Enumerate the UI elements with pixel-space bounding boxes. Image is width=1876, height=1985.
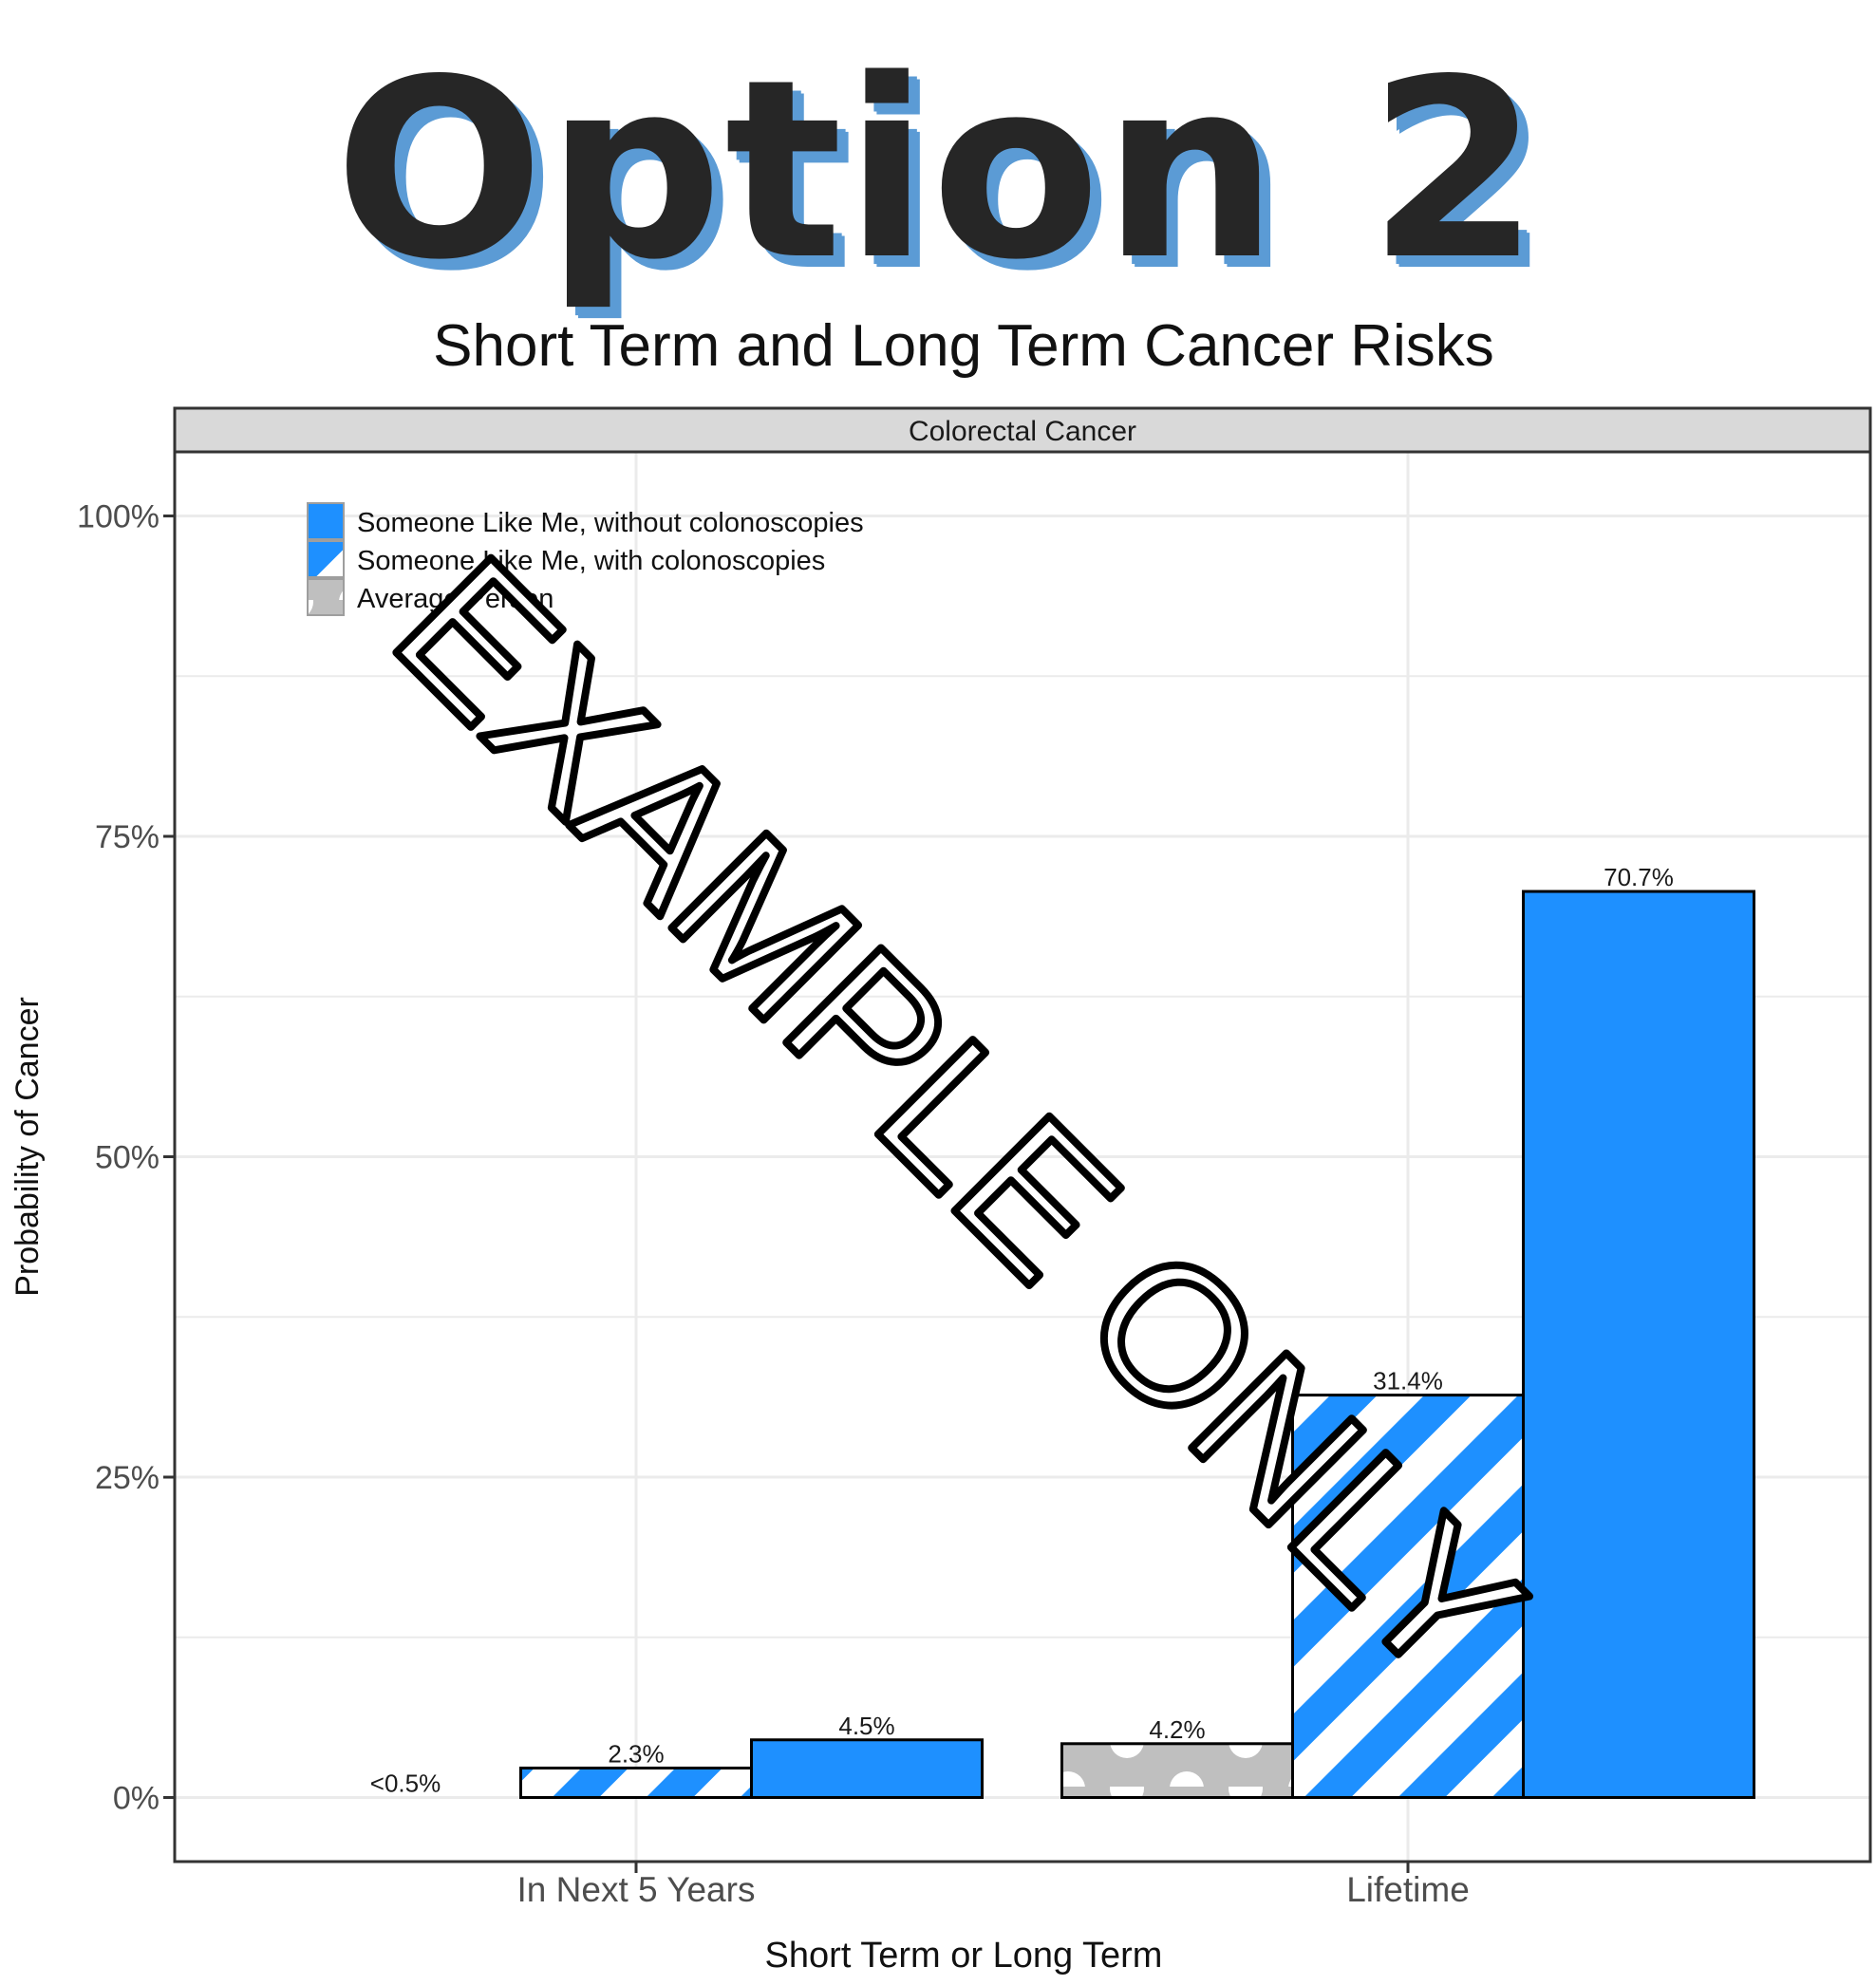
bar-value-label: 31.4% (1373, 1367, 1443, 1395)
legend-label: Someone Like Me, with colonoscopies (357, 546, 825, 576)
bar-stripes-0 (519, 1766, 753, 1799)
y-tick-label: 25% (95, 1460, 159, 1496)
bar-value-label: 70.7% (1604, 863, 1674, 891)
option-heading: Option 2 (330, 25, 1544, 317)
y-tick-label: 50% (95, 1140, 159, 1176)
x-tick-label: Lifetime (1346, 1870, 1470, 1909)
legend: Someone Like Me, without colonoscopies So… (307, 502, 864, 616)
chart-title: Short Term and Long Term Cancer Risks (433, 313, 1494, 379)
y-tick-label: 75% (95, 819, 159, 855)
bar-value-label: 4.5% (838, 1712, 894, 1740)
legend-key-solid (307, 502, 345, 540)
bar-solid-0 (750, 1738, 984, 1799)
bar-dots-1 (1060, 1742, 1294, 1800)
facet-label: Colorectal Cancer (909, 416, 1136, 447)
bars (519, 890, 1755, 1800)
y-axis-title: Probability of Cancer (9, 997, 46, 1297)
bar-value-label: <0.5% (370, 1770, 441, 1798)
legend-label: Average Person (357, 584, 553, 614)
bar-stripes-1 (1291, 1394, 1525, 1799)
bar-labels: <0.5% 4.2% 2.3% 31.4% 4.5% 70.7% (370, 863, 1674, 1797)
facet-strip (173, 406, 1872, 454)
bar-solid-1 (1522, 890, 1755, 1799)
x-tick-label: In Next 5 Years (517, 1870, 756, 1909)
x-axis: In Next 5 Years Lifetime (517, 1862, 1470, 1909)
bar-value-label: 4.2% (1149, 1715, 1205, 1744)
legend-label: Someone Like Me, without colonoscopies (357, 508, 864, 538)
y-tick-label: 100% (77, 499, 159, 535)
bar-value-label: 2.3% (608, 1739, 664, 1768)
y-axis: 0% 25% 50% 75% 100% (77, 499, 175, 1817)
x-axis-title: Short Term or Long Term (765, 1936, 1163, 1976)
y-tick-label: 0% (113, 1781, 159, 1817)
legend-key-dots (307, 578, 345, 616)
legend-key-stripes (307, 540, 345, 578)
